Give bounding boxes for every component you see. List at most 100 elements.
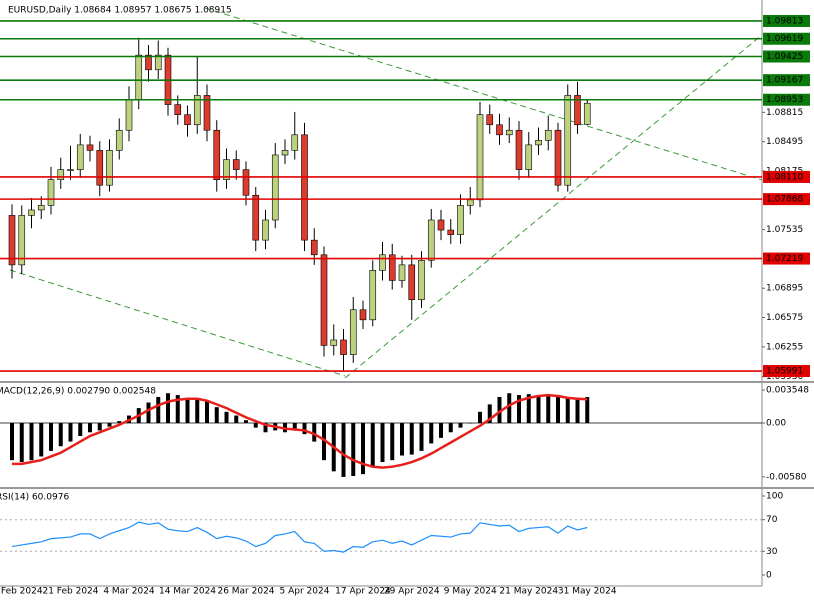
candle-body [57, 169, 65, 180]
y-tick-label: 1.08495 [766, 137, 803, 147]
candle-body [262, 219, 269, 241]
macd-bar [351, 422, 356, 476]
y-tick-label: 0.003548 [766, 385, 809, 395]
macd-bar [146, 402, 151, 423]
candle-body [535, 140, 542, 146]
macd-bar [400, 422, 404, 456]
macd-bar [10, 422, 14, 461]
candle-body [427, 219, 435, 261]
macd-bar [263, 422, 268, 433]
trendlines [9, 7, 763, 379]
macd-bar [380, 422, 385, 463]
candle-body [340, 339, 347, 355]
candle-body [135, 54, 143, 101]
macd-bar [185, 397, 190, 423]
candle-body [457, 205, 464, 235]
macd-bar [78, 422, 83, 436]
macd-bar [117, 421, 122, 423]
candle-body [437, 219, 445, 231]
signal-line [12, 393, 588, 469]
macd-bar [439, 422, 443, 438]
x-tick-label: 26 Mar 2024 [217, 587, 274, 597]
candle-body [213, 129, 221, 180]
candle-body [174, 104, 182, 115]
macd-bar [409, 422, 414, 455]
candle-body [76, 144, 84, 170]
candle-body [301, 134, 308, 241]
macd-bar [292, 422, 297, 431]
candle-body [86, 144, 94, 151]
macd-bar [97, 422, 102, 431]
level-label: 1.08110 [766, 172, 803, 182]
candle-body [330, 339, 338, 346]
x-tick-label: 14 Mar 2024 [159, 587, 216, 597]
candle-body [203, 95, 211, 131]
level-label: 1.09813 [766, 16, 803, 26]
y-tick-label: 1.08815 [766, 108, 803, 118]
level-label: 1.09167 [766, 76, 803, 86]
candle-body [388, 254, 396, 281]
candle-body [145, 54, 152, 71]
macd-bar [370, 422, 375, 468]
candle-body [232, 159, 240, 170]
macd-bar [156, 396, 161, 423]
y-tick-label: 1.05930 [766, 372, 803, 382]
x-tick-label: 4 Mar 2024 [103, 587, 155, 597]
level-label-box [763, 50, 810, 63]
macd-bar [244, 420, 248, 423]
macd-bar [585, 397, 590, 423]
macd-bar [29, 422, 34, 461]
trendline [9, 269, 346, 377]
macd-bar [361, 422, 365, 475]
candle-body [271, 154, 279, 221]
candle-body [496, 124, 503, 136]
macd-bar [195, 398, 200, 423]
candle-body [242, 169, 250, 196]
macd-bar [39, 422, 44, 457]
candle-body [96, 150, 104, 186]
macd-bar [58, 422, 63, 447]
candle-body [583, 102, 591, 125]
candle-body [525, 144, 533, 170]
candle-body [193, 95, 201, 126]
macd-bar [175, 395, 180, 423]
candle-body [466, 199, 474, 206]
macd-title: MACD(12,26,9) 0.002790 0.002548 [0, 387, 156, 397]
candle-body [515, 129, 523, 170]
candle-body [418, 259, 425, 300]
candle-body [447, 229, 455, 235]
candle-body [125, 99, 133, 131]
candle-body [369, 270, 377, 321]
level-label-box [763, 74, 810, 87]
x-tick-label: 29 Apr 2024 [384, 587, 440, 597]
level-label-box [763, 93, 810, 106]
candle-body [359, 309, 367, 321]
macd-bar [302, 422, 307, 435]
level-label: 1.07868 [766, 195, 803, 205]
candle-body [8, 215, 16, 266]
x-tick-label: 21 Feb 2024 [42, 587, 98, 597]
x-tick-label: 17 Apr 2024 [335, 587, 391, 597]
candle-body [291, 134, 299, 151]
y-tick-label: 0 [766, 570, 772, 580]
macd-bar [448, 422, 453, 433]
macd-bar [341, 422, 346, 477]
macd-bar [390, 422, 395, 461]
macd-bar [536, 395, 541, 423]
y-tick-label: 70 [766, 515, 778, 525]
x-tick-label: Feb 2024 [1, 587, 43, 597]
candle-body [106, 150, 113, 186]
macd-bar [107, 422, 112, 427]
candle-body [505, 129, 513, 136]
candle-body [486, 114, 494, 126]
candle-body [115, 129, 123, 151]
candle-body [564, 95, 572, 186]
macd-bar [458, 422, 463, 428]
macd-bar [88, 422, 92, 433]
macd-bar [575, 397, 580, 423]
x-tick-label: 5 Apr 2024 [280, 587, 330, 597]
macd-bar [419, 422, 424, 451]
macd-bar [19, 422, 24, 463]
macd-bar [478, 411, 482, 423]
